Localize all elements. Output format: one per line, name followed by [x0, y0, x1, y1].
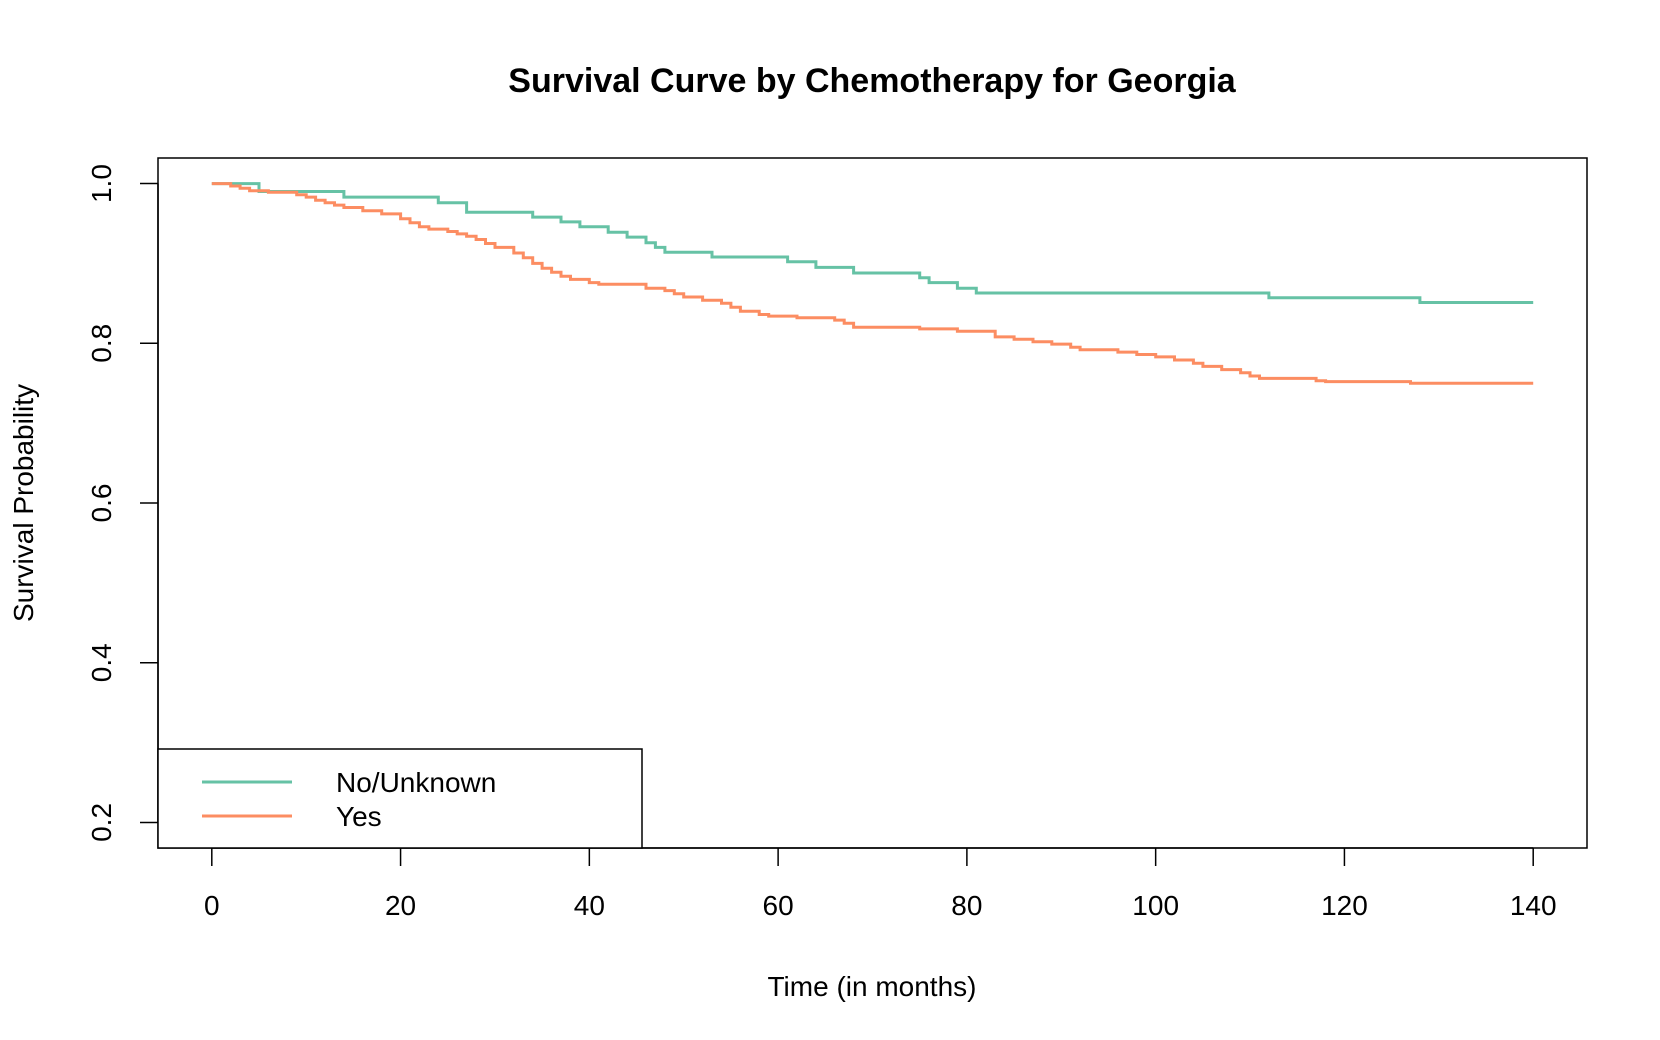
x-tick-label: 20 — [385, 890, 416, 921]
y-tick-label: 0.2 — [86, 803, 117, 842]
y-axis-label: Survival Probability — [8, 384, 39, 622]
x-axis-label: Time (in months) — [767, 971, 976, 1002]
legend-label-no-unknown: No/Unknown — [336, 767, 496, 798]
series-line-no-unknown — [211, 182, 1534, 304]
chart-title: Survival Curve by Chemotherapy for Georg… — [508, 62, 1237, 100]
y-tick-label: 0.4 — [86, 643, 117, 682]
x-tick-label: 40 — [574, 890, 605, 921]
x-tick-label: 0 — [204, 890, 220, 921]
y-tick-label: 0.6 — [86, 484, 117, 523]
x-tick-label: 120 — [1321, 890, 1368, 921]
x-tick-label: 100 — [1132, 890, 1179, 921]
legend-label-yes: Yes — [336, 801, 382, 832]
x-axis: 0 20 40 60 80 100 120 140 — [204, 847, 1557, 921]
y-axis: 0.2 0.4 0.6 0.8 1.0 — [86, 164, 159, 842]
legend-box — [157, 748, 643, 849]
y-tick-label: 1.0 — [86, 164, 117, 203]
legend: No/Unknown Yes — [157, 748, 643, 849]
series-lines — [211, 182, 1534, 385]
y-tick-label: 0.8 — [86, 324, 117, 363]
x-tick-label: 80 — [951, 890, 982, 921]
series-line-yes — [211, 182, 1534, 385]
plot-frame — [157, 157, 1588, 849]
x-tick-label: 140 — [1510, 890, 1557, 921]
x-tick-label: 60 — [763, 890, 794, 921]
